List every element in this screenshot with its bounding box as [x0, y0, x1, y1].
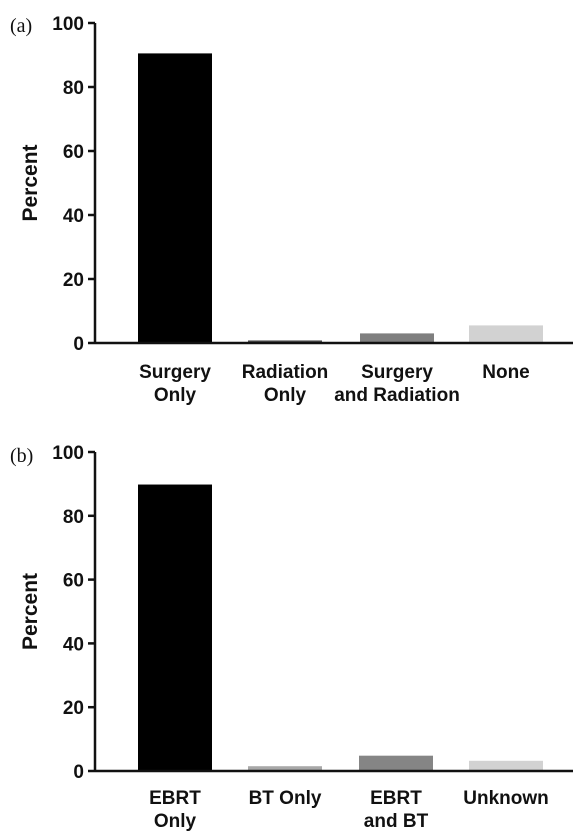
category-label: Unknown — [463, 788, 549, 809]
y-tick-label: 80 — [63, 78, 84, 99]
y-axis-title: Percent — [19, 573, 42, 650]
category-label-line: Surgery — [361, 362, 433, 383]
category-label-line: Radiation — [242, 362, 329, 383]
category-label-line: Only — [154, 811, 197, 832]
y-tick-label: 0 — [73, 762, 84, 783]
y-tick-label: 100 — [52, 443, 84, 464]
category-label-line: EBRT — [370, 788, 422, 809]
panel-label: (a) — [10, 15, 32, 37]
category-label-line: Unknown — [463, 788, 549, 809]
y-axis-title: Percent — [19, 144, 42, 221]
category-label-line: Only — [154, 385, 197, 406]
category-label-line: None — [482, 362, 530, 383]
category-label-line: Surgery — [139, 362, 211, 383]
bar-4 — [469, 760, 543, 771]
category-label: BT Only — [249, 788, 322, 809]
y-tick-label: 0 — [73, 334, 84, 355]
y-tick-label: 40 — [63, 206, 84, 227]
y-tick-label: 40 — [63, 634, 84, 655]
bar-1 — [138, 484, 212, 771]
bar-2 — [248, 340, 322, 343]
bar-4 — [469, 325, 543, 343]
category-label-line: Only — [264, 385, 307, 406]
panel-label: (b) — [10, 445, 33, 467]
category-label-line: and BT — [364, 811, 429, 832]
y-tick-label: 100 — [52, 14, 84, 35]
y-tick-label: 60 — [63, 142, 84, 163]
bar-1 — [138, 53, 212, 344]
category-label-line: and Radiation — [334, 385, 460, 406]
category-label-line: EBRT — [149, 788, 201, 809]
category-label: None — [482, 362, 530, 383]
y-tick-label: 60 — [63, 571, 84, 592]
bar-2 — [248, 766, 322, 771]
chart-panel-a: (a)Percent020406080100SurgeryOnlyRadiati… — [10, 14, 573, 406]
category-label-line: BT Only — [249, 788, 322, 809]
bar-3 — [360, 333, 434, 343]
y-tick-label: 80 — [63, 507, 84, 528]
y-tick-label: 20 — [63, 698, 84, 719]
y-tick-label: 20 — [63, 270, 84, 291]
bar-3 — [359, 755, 433, 771]
